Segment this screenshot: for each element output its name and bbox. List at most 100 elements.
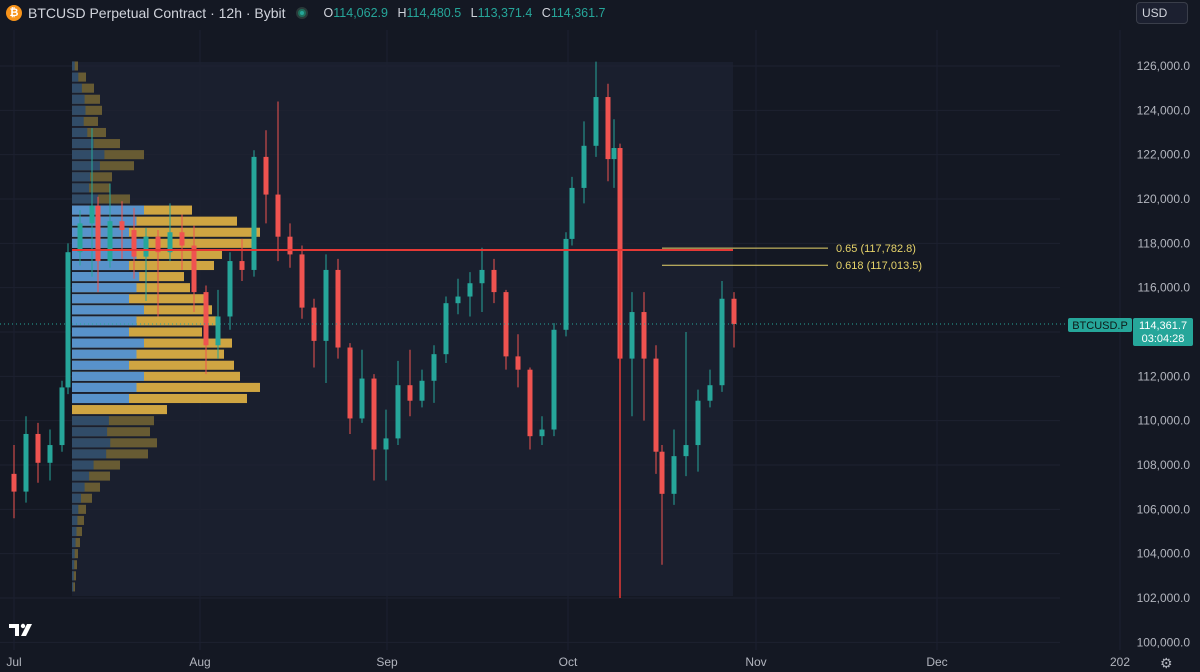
candle-body	[323, 269, 329, 341]
low-value: 113,371.4	[477, 6, 533, 20]
candle-body	[155, 236, 161, 253]
candle-body	[335, 269, 341, 348]
price-tag-bg	[1133, 318, 1193, 346]
candle-body	[191, 245, 197, 293]
volume-profile-bar	[72, 549, 78, 559]
volume-profile-bar	[72, 183, 110, 193]
volume-profile-bar	[72, 493, 92, 503]
candle-body	[131, 230, 137, 257]
volume-profile-bar	[72, 460, 120, 470]
candlestick-series	[11, 61, 737, 598]
candle-body	[659, 451, 665, 494]
volume-profile-bar	[72, 194, 130, 204]
volume-profile-bar	[72, 72, 86, 82]
price-tick-label: 102,000.0	[1137, 591, 1191, 605]
price-tick-label: 126,000.0	[1137, 59, 1191, 73]
candle-body	[167, 232, 173, 253]
volume-profile-inner-bar	[72, 183, 90, 193]
candle-body	[227, 261, 233, 317]
volume-profile	[72, 61, 260, 592]
candle-body	[395, 385, 401, 439]
candle-body	[653, 358, 659, 452]
volume-profile-bar	[72, 471, 110, 481]
candle-body	[695, 400, 701, 446]
bitcoin-icon: ₿	[6, 5, 22, 21]
candle-body	[515, 356, 521, 370]
volume-profile-value-area-bar	[72, 272, 140, 282]
candle-body	[239, 261, 245, 270]
volume-profile-inner-bar	[72, 139, 94, 149]
candle-body	[203, 292, 209, 346]
candle-body	[407, 385, 413, 401]
candle-body	[89, 205, 95, 224]
symbol-tag-text: BTCUSD.P	[1072, 320, 1128, 332]
volume-profile-bar	[72, 139, 120, 149]
volume-profile-inner-bar	[72, 194, 99, 204]
candle-body	[467, 283, 473, 297]
symbol-tag-bg	[1068, 318, 1132, 332]
candle-body	[47, 445, 53, 463]
candle-body	[611, 148, 617, 160]
candle-body	[431, 354, 437, 381]
time-tick-label: 202	[1110, 655, 1130, 669]
candle-body	[707, 385, 713, 401]
settings-gear-icon[interactable]: ⚙	[1160, 655, 1173, 671]
candle-body	[77, 223, 83, 253]
high-label: H	[397, 6, 407, 20]
price-tick-label: 122,000.0	[1137, 148, 1191, 162]
volume-profile-bar	[72, 83, 94, 93]
currency-select[interactable]: USD	[1136, 2, 1188, 24]
volume-profile-value-area-bar	[72, 260, 129, 271]
volume-profile-inner-bar	[72, 172, 90, 182]
candle-body	[143, 236, 149, 257]
candle-body	[479, 269, 485, 284]
volume-profile-bar	[72, 504, 86, 514]
volume-profile-inner-bar	[72, 161, 100, 171]
candle-body	[629, 312, 635, 359]
volume-profile-inner-bar	[72, 83, 82, 93]
candle-body	[671, 456, 677, 494]
volume-profile-inner-bar	[72, 526, 77, 537]
volume-profile-inner-bar	[72, 549, 75, 559]
candle-body	[569, 187, 575, 239]
candle-body	[59, 387, 65, 446]
fib-level-label: 0.618 (117,013.5)	[836, 260, 922, 272]
volume-profile-inner-bar	[72, 571, 74, 581]
volume-profile-bar	[72, 538, 80, 548]
time-axis[interactable]: Jul Aug Sep Oct Nov Dec 202	[6, 655, 1130, 669]
volume-profile-value-area-bar	[72, 360, 129, 370]
price-tick-label: 116,000.0	[1138, 281, 1191, 295]
volume-profile-value-area-bar	[72, 305, 144, 315]
candle-body	[527, 369, 533, 437]
volume-profile-bar	[72, 127, 106, 138]
time-tick-label: Oct	[559, 655, 578, 669]
volume-profile-bar	[72, 61, 78, 71]
volume-profile-bar	[72, 382, 260, 392]
volume-profile-inner-bar	[72, 560, 75, 570]
volume-profile-bar	[72, 427, 150, 437]
volume-profile-value-area-bar	[72, 294, 129, 304]
candle-body	[179, 232, 185, 246]
volume-profile-inner-bar	[72, 72, 79, 82]
overlays: 0.65 (117,782.8) 0.618 (117,013.5)	[0, 243, 1068, 598]
volume-profile-bar	[72, 216, 237, 226]
candle-body	[359, 378, 365, 419]
symbol-title[interactable]: BTCUSD Perpetual Contract · 12h · Bybit	[28, 5, 286, 21]
volume-profile-bar	[72, 94, 100, 104]
candle-body	[641, 312, 647, 359]
volume-profile-bar	[72, 371, 240, 381]
candle-body	[11, 473, 17, 492]
candle-body	[551, 329, 557, 430]
time-tick-label: Aug	[189, 655, 210, 669]
volume-profile-inner-bar	[72, 482, 85, 492]
volume-profile-value-area-bar	[72, 371, 144, 381]
candle-body	[65, 252, 71, 388]
candle-body	[503, 292, 509, 357]
time-tick-label: Nov	[745, 655, 766, 669]
price-tick-label: 120,000.0	[1137, 192, 1191, 206]
open-value: 114,062.9	[333, 6, 388, 20]
volume-profile-value-area-bar	[72, 327, 129, 337]
visibility-icon[interactable]	[295, 7, 308, 19]
candle-body	[299, 254, 305, 308]
